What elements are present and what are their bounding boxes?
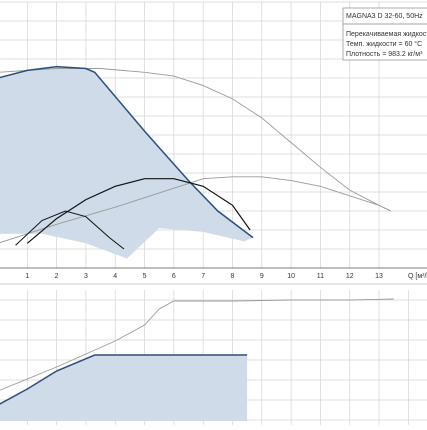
info-box (342, 7, 427, 61)
x-tick-label: 10 (287, 273, 295, 280)
x-tick-label: 5 (143, 273, 147, 280)
x-tick-label: 13 (375, 273, 383, 280)
curve (15, 210, 125, 250)
curve (0, 298, 394, 391)
x-tick-label: 3 (84, 273, 88, 280)
x-axis-label: Q [м³/h] (408, 273, 427, 280)
curve (0, 68, 391, 212)
x-tick-label: 11 (317, 273, 324, 280)
operating-area (0, 355, 248, 421)
curve (0, 65, 254, 239)
info-text: Плотность = 983.2 кг/м³ (346, 51, 423, 58)
info-text: Перекачиваемая жидкость = Вод (346, 31, 427, 38)
info-text: Темп. жидкости = 60 °C (346, 40, 422, 48)
info-text: MAGNA3 D 32-60, 50Hz (346, 13, 423, 20)
x-tick-label: 12 (346, 273, 354, 280)
x-tick-label: 4 (113, 273, 117, 280)
x-tick-label: 2 (55, 273, 59, 280)
x-tick-label: 1 (25, 273, 29, 280)
operating-area (0, 66, 253, 259)
x-tick-label: 6 (172, 273, 176, 280)
x-tick-label: 7 (201, 273, 205, 280)
curve (0, 354, 248, 405)
curve (26, 178, 251, 244)
curve (0, 176, 391, 244)
x-tick-label: 8 (231, 273, 235, 280)
x-tick-label: 9 (260, 273, 264, 280)
